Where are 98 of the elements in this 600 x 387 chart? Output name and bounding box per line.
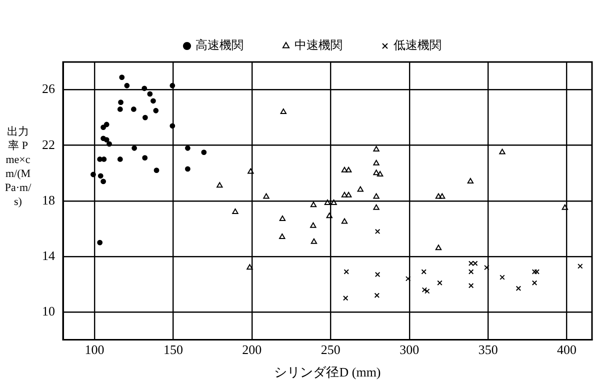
- point: [246, 264, 253, 270]
- point: [132, 145, 138, 151]
- x-tick-label: 150: [163, 342, 183, 358]
- point: [499, 148, 506, 154]
- point: [468, 283, 474, 288]
- x-tick-label: 350: [478, 342, 498, 358]
- point: [326, 212, 332, 218]
- point: [435, 193, 442, 199]
- y-axis-title: 出力率 Pme×cm/(MPa·m/s): [4, 125, 32, 210]
- point: [422, 287, 428, 292]
- point: [153, 108, 159, 114]
- point: [142, 114, 148, 120]
- legend-label: 低速機関: [394, 38, 442, 52]
- point: [472, 260, 478, 266]
- point: [154, 168, 160, 174]
- x-tick-label: 100: [84, 342, 104, 358]
- point: [201, 150, 207, 155]
- point: [248, 168, 254, 174]
- x-axis-title: シリンダ径D (mm): [274, 364, 381, 380]
- y-tick-label: 10: [42, 303, 55, 318]
- point: [97, 240, 103, 246]
- legend-label: 高速機関: [196, 38, 244, 52]
- point: [104, 137, 110, 142]
- x-tick-label: 250: [320, 342, 340, 358]
- point: [373, 160, 380, 166]
- point: [346, 192, 352, 198]
- point: [101, 156, 107, 162]
- point: [280, 108, 287, 114]
- point: [421, 269, 426, 274]
- point: [373, 146, 380, 152]
- point: [346, 166, 352, 172]
- point: [142, 155, 148, 161]
- point: [468, 260, 474, 266]
- point: [170, 123, 176, 129]
- point: [437, 280, 442, 286]
- point: [150, 98, 156, 104]
- point: [374, 292, 380, 298]
- point: [341, 166, 348, 172]
- point: [117, 106, 123, 112]
- point: [341, 218, 348, 224]
- point: [232, 208, 238, 214]
- point: [100, 124, 106, 130]
- point: [374, 272, 380, 278]
- y-tick-label: 18: [42, 192, 55, 208]
- point: [374, 228, 380, 234]
- point: [310, 238, 318, 244]
- legend-label: 中速機関: [294, 38, 342, 52]
- point: [562, 204, 568, 210]
- point: [124, 82, 130, 88]
- point: [342, 296, 348, 301]
- point: [534, 269, 540, 274]
- point: [578, 264, 583, 269]
- point: [341, 192, 348, 198]
- point: [516, 286, 522, 292]
- point: [310, 202, 317, 208]
- x-tick-label: 400: [557, 342, 577, 358]
- point: [373, 170, 380, 176]
- point: [424, 288, 430, 294]
- point: [90, 172, 96, 178]
- point: [118, 100, 124, 105]
- point: [147, 91, 153, 97]
- point: [532, 280, 538, 286]
- point: [170, 82, 176, 88]
- y-tick-label: 26: [42, 81, 56, 96]
- point: [357, 186, 364, 192]
- point: [119, 74, 125, 80]
- point: [500, 274, 505, 280]
- point: [373, 193, 380, 199]
- y-tick-label: 22: [42, 136, 55, 152]
- point: [373, 204, 380, 210]
- point: [376, 171, 384, 177]
- point: [184, 145, 190, 151]
- x-tick-label: 200: [242, 342, 262, 358]
- point: [532, 269, 538, 274]
- point: [100, 178, 106, 184]
- x-tick-label: 300: [400, 342, 420, 358]
- point: [142, 86, 148, 92]
- point: [279, 215, 286, 221]
- point: [324, 199, 331, 205]
- point: [344, 269, 350, 274]
- y-tick-label: 14: [42, 248, 56, 263]
- point: [467, 178, 474, 184]
- point: [130, 106, 136, 112]
- point: [439, 193, 446, 199]
- point: [405, 276, 411, 282]
- point: [468, 269, 474, 274]
- point: [98, 173, 104, 179]
- point: [263, 193, 270, 199]
- point: [106, 141, 112, 147]
- point: [435, 244, 442, 250]
- point: [330, 199, 337, 205]
- point: [184, 166, 190, 172]
- point: [484, 264, 490, 270]
- point: [117, 156, 123, 162]
- point: [279, 234, 286, 240]
- point: [104, 122, 110, 128]
- point: [310, 222, 316, 228]
- point: [216, 182, 223, 188]
